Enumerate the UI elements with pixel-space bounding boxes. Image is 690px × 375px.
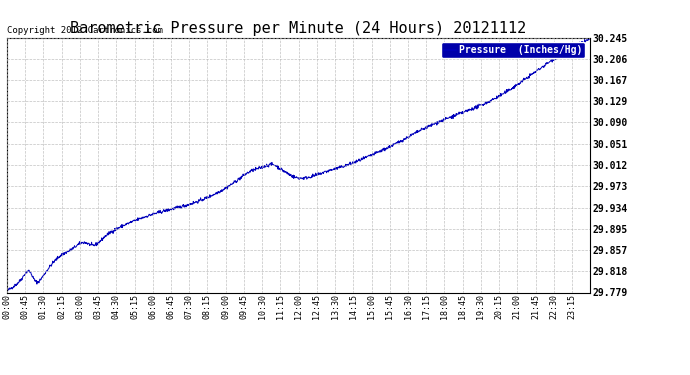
Title: Barometric Pressure per Minute (24 Hours) 20121112: Barometric Pressure per Minute (24 Hours… bbox=[70, 21, 526, 36]
Text: Copyright 2012 Cartronics.com: Copyright 2012 Cartronics.com bbox=[8, 26, 164, 35]
Legend: Pressure  (Inches/Hg): Pressure (Inches/Hg) bbox=[442, 42, 585, 58]
